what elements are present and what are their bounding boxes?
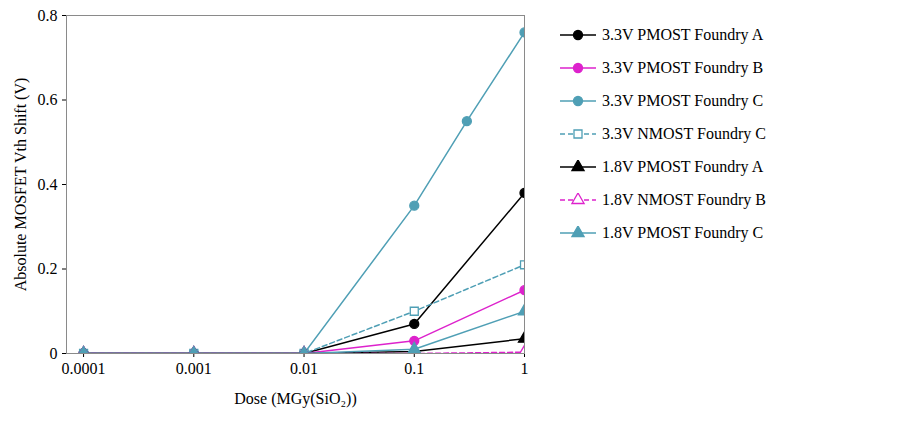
svg-text:0.01: 0.01: [290, 360, 318, 377]
svg-text:0.0001: 0.0001: [62, 360, 106, 377]
svg-text:0.6: 0.6: [38, 91, 58, 108]
svg-text:0.001: 0.001: [176, 360, 212, 377]
svg-text:0.2: 0.2: [38, 260, 58, 277]
svg-text:0.1: 0.1: [404, 360, 424, 377]
html-text:3.3V NMOST Foundry C: 3.3V NMOST Foundry C: [602, 124, 766, 142]
svg-text:Absolute MOSFET Vth Shift (V): Absolute MOSFET Vth Shift (V): [12, 78, 30, 292]
html-text:3.3V PMOST Foundry B: 3.3V PMOST Foundry B: [602, 58, 764, 76]
html-text:1.8V NMOST Foundry B: 1.8V NMOST Foundry B: [602, 190, 766, 208]
svg-text:0.4: 0.4: [38, 176, 58, 193]
html-text:1.8V PMOST Foundry C: 1.8V PMOST Foundry C: [602, 223, 764, 241]
svg-text:0.8: 0.8: [38, 7, 58, 24]
svg-text:Dose (MGy(SiO₂)): Dose (MGy(SiO₂)): [234, 390, 356, 408]
svg-text:0: 0: [50, 345, 58, 362]
html-text:3.3V PMOST Foundry C: 3.3V PMOST Foundry C: [602, 91, 764, 109]
svg-text:1: 1: [521, 360, 529, 377]
html-text:1.8V PMOST Foundry A: 1.8V PMOST Foundry A: [602, 157, 764, 175]
html-text:3.3V PMOST Foundry A: 3.3V PMOST Foundry A: [602, 25, 764, 43]
